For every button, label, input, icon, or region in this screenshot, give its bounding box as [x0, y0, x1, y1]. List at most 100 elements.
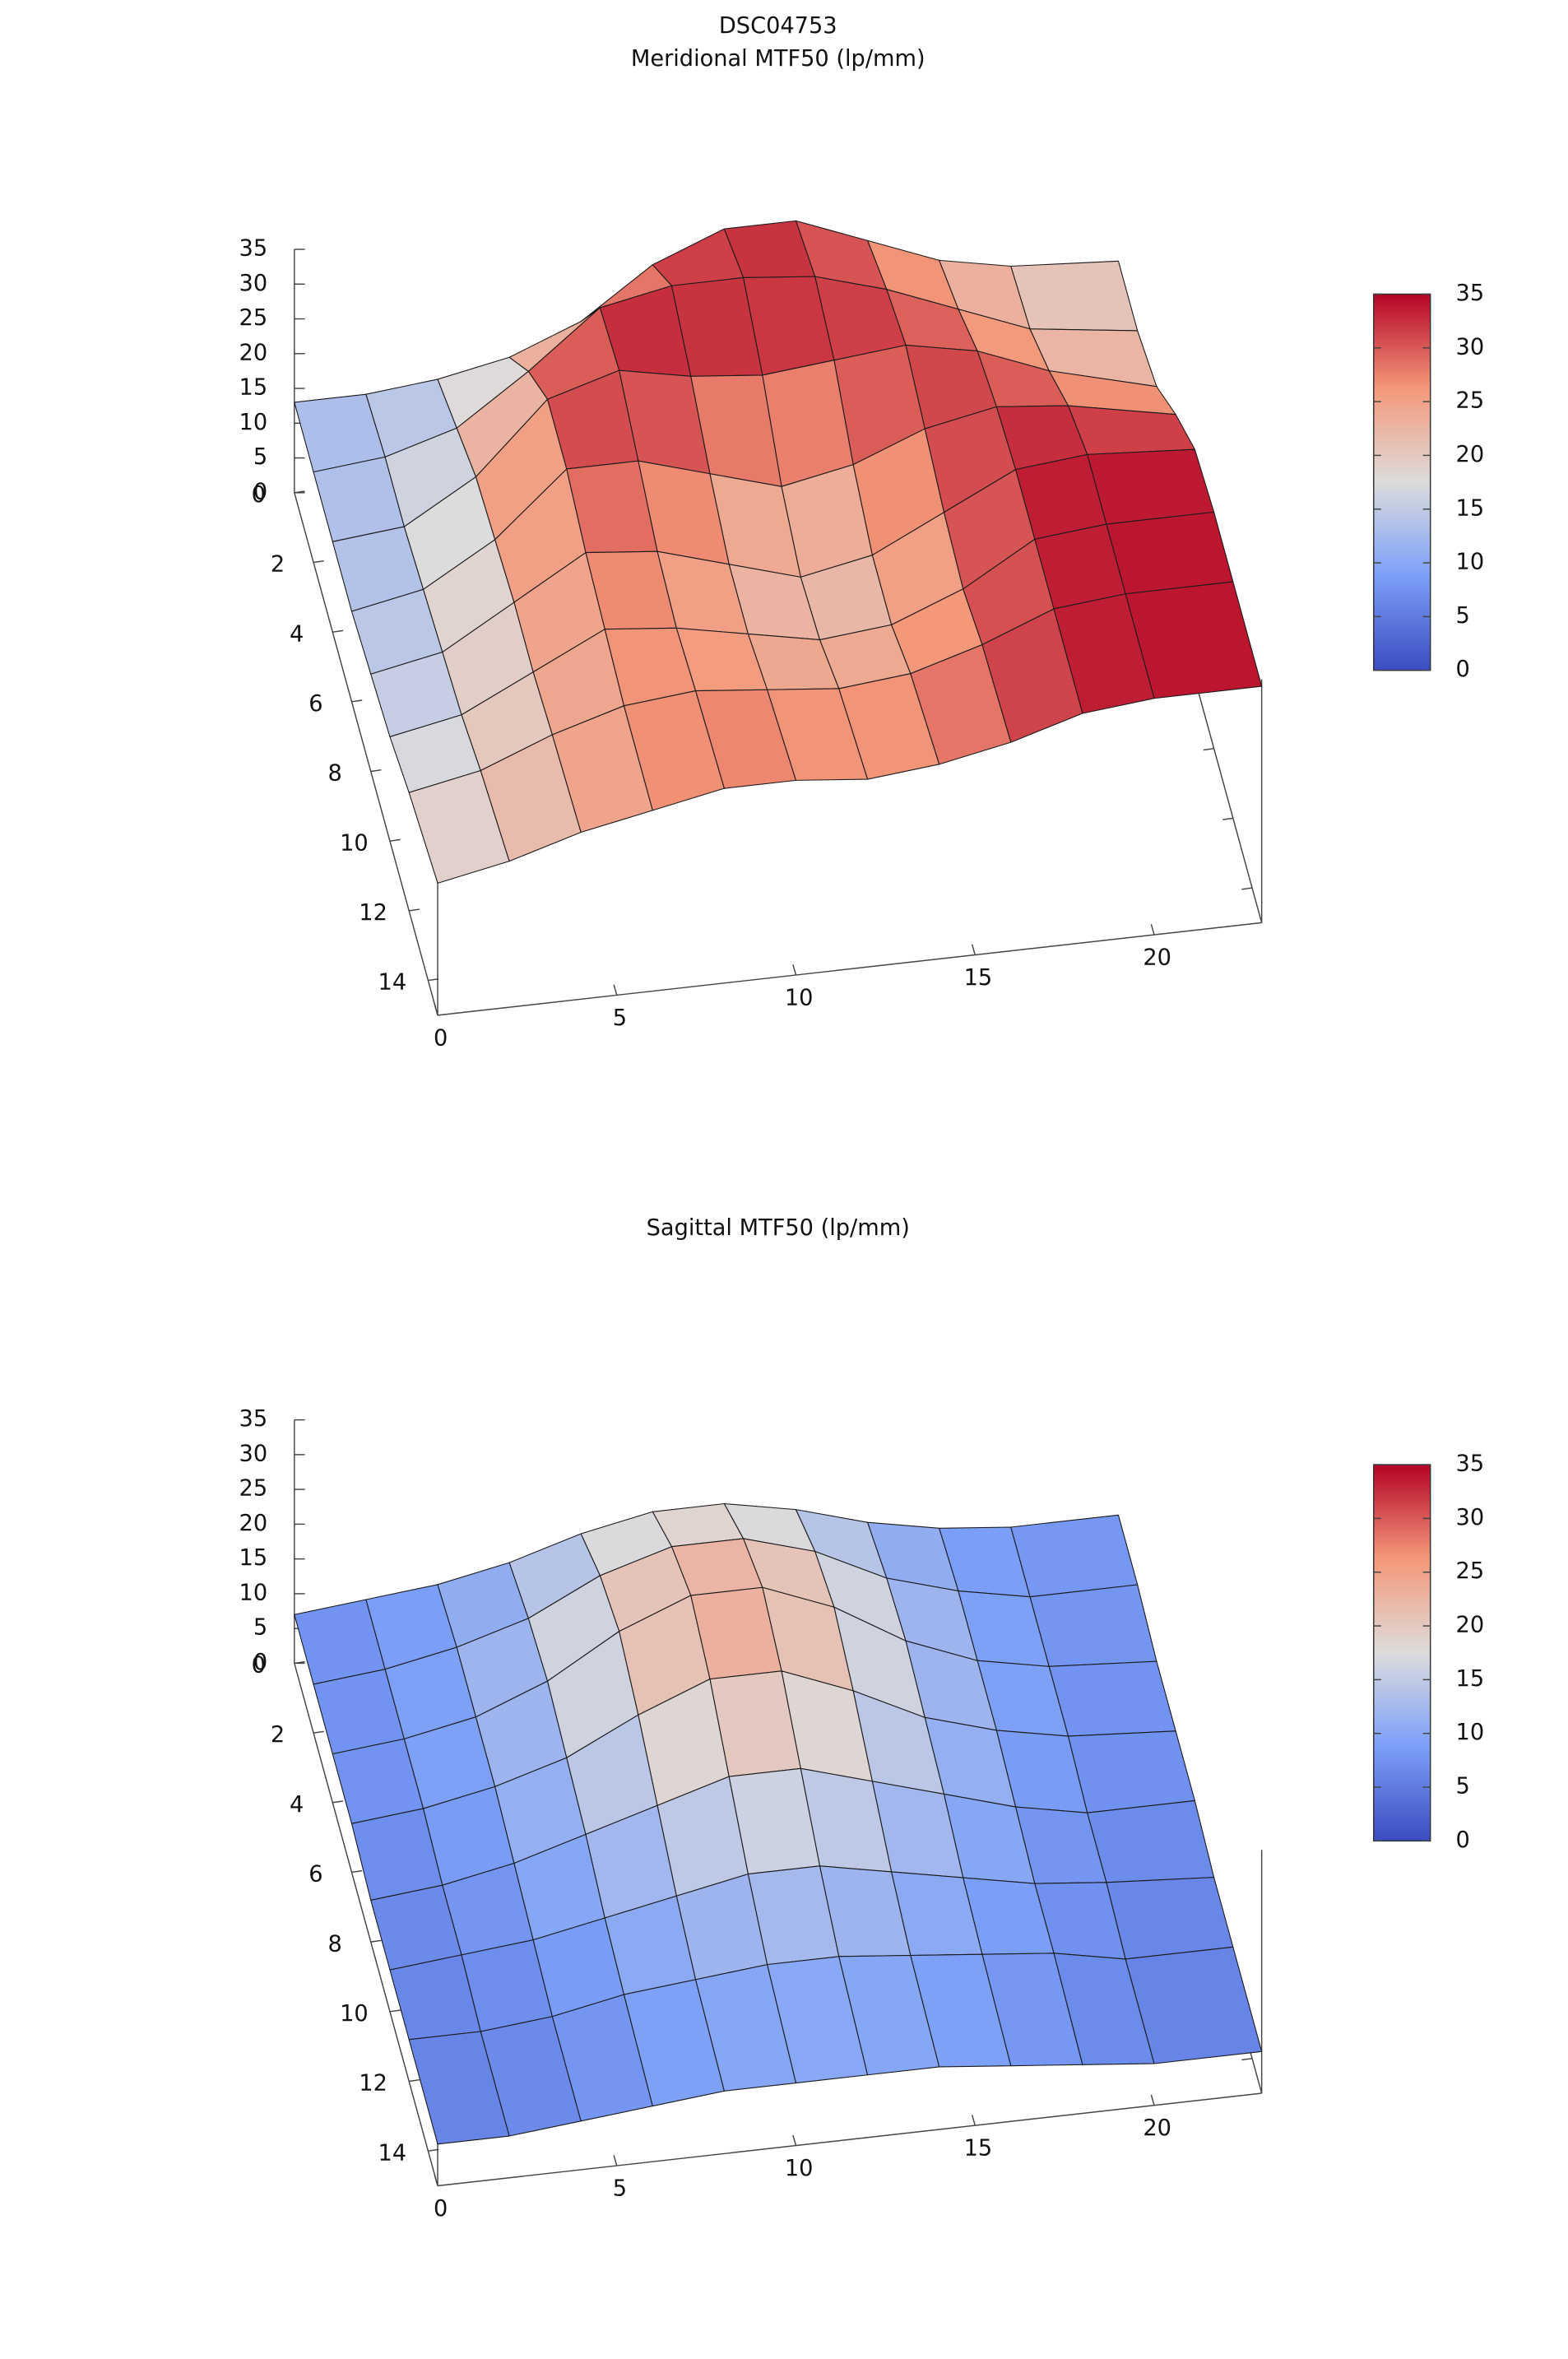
y-tick-right — [1241, 2057, 1253, 2061]
colorbar-label: 30 — [1456, 1505, 1485, 1530]
y-tick — [294, 1660, 305, 1665]
y-tick — [389, 2009, 401, 2013]
colorbar-label: 0 — [1456, 1827, 1470, 1853]
surface-cell — [1010, 1514, 1139, 1598]
z-tick-label: 35 — [239, 236, 268, 262]
y-tick — [294, 490, 305, 494]
x-tick — [971, 2115, 976, 2126]
y-tick-label: 0 — [252, 482, 266, 508]
y-tick-label: 6 — [308, 1862, 322, 1888]
colorbar-label: 35 — [1456, 1451, 1485, 1477]
z-tick-label: 15 — [239, 375, 268, 401]
surface-cell — [1125, 581, 1263, 699]
colorbar-label: 5 — [1456, 1774, 1470, 1799]
y-tick — [409, 2078, 420, 2083]
surface-cell — [1125, 1946, 1263, 2064]
x-tick — [613, 984, 618, 996]
x-tick — [434, 1004, 438, 1016]
y-tick-label: 8 — [328, 761, 342, 787]
colorbar-label: 20 — [1456, 1613, 1485, 1638]
y-tick-label: 4 — [290, 621, 304, 647]
x-tick — [971, 944, 976, 955]
x-tick-label: 5 — [613, 1005, 627, 1031]
surface-cell — [1048, 1660, 1176, 1737]
colorbar-label: 5 — [1456, 603, 1470, 629]
x-tick — [434, 2175, 438, 2186]
y-axis — [294, 492, 438, 1016]
surface-cell — [1106, 1877, 1234, 1960]
surface-cell — [1106, 511, 1234, 595]
colorbar-label: 10 — [1456, 550, 1485, 575]
z-tick-label: 30 — [239, 1441, 268, 1466]
z-tick-label: 25 — [239, 1476, 268, 1502]
x-tick-label: 5 — [613, 2176, 627, 2202]
y-tick-label: 2 — [271, 552, 285, 578]
y-tick — [332, 629, 344, 633]
surface-cell — [1087, 448, 1215, 525]
y-tick — [389, 838, 401, 842]
page-title: DSC04753 — [719, 13, 837, 39]
x-tick — [1150, 924, 1155, 936]
x-tick — [792, 964, 797, 976]
y-tick — [428, 2148, 439, 2152]
x-tick-label: 10 — [785, 2156, 814, 2181]
y-tick — [409, 908, 420, 912]
y-tick-label: 14 — [378, 2140, 407, 2166]
y-tick — [332, 1800, 344, 1804]
x-axis — [437, 922, 1262, 1016]
colorbar-label: 20 — [1456, 442, 1485, 467]
colorbar-label: 15 — [1456, 495, 1485, 521]
colorbar — [1373, 293, 1431, 671]
x-tick-label: 20 — [1143, 2115, 1171, 2141]
x-tick-label: 0 — [434, 2196, 448, 2222]
colorbar-label: 10 — [1456, 1720, 1485, 1745]
x-tick-label: 15 — [964, 2136, 993, 2162]
z-tick-label: 10 — [239, 410, 268, 435]
y-tick-label: 12 — [359, 2071, 387, 2097]
y-tick-label: 10 — [340, 2001, 369, 2027]
z-tick-label: 35 — [239, 1406, 268, 1432]
y-tick-right — [1203, 747, 1214, 751]
y-tick — [370, 769, 382, 773]
z-tick-label: 30 — [239, 271, 268, 296]
surface-cell — [1067, 405, 1195, 455]
y-axis — [294, 1663, 438, 2186]
x-tick — [613, 2155, 618, 2166]
colorbar — [1373, 1464, 1431, 1842]
colorbar-label: 25 — [1456, 1558, 1485, 1584]
y-tick-label: 12 — [359, 900, 387, 926]
z-tick-label: 25 — [239, 305, 268, 331]
y-tick-label: 0 — [252, 1653, 266, 1679]
colorbar-label: 25 — [1456, 388, 1485, 414]
y-tick — [351, 699, 363, 703]
y-tick-label: 2 — [271, 1722, 285, 1748]
y-tick-label: 14 — [378, 970, 407, 996]
z-tick-label: 10 — [239, 1580, 268, 1605]
surface-cell — [1087, 1799, 1215, 1883]
chart-title: Sagittal MTF50 (lp/mm) — [647, 1215, 910, 1241]
z-tick-label: 20 — [239, 340, 268, 365]
z-tick-label: 5 — [253, 1615, 267, 1641]
x-tick-label: 15 — [964, 965, 993, 991]
colorbar-label: 15 — [1456, 1666, 1485, 1692]
y-tick — [370, 1939, 382, 1943]
surface-cell — [1067, 1730, 1195, 1813]
y-tick-label: 10 — [340, 830, 369, 856]
colorbar-label: 0 — [1456, 657, 1470, 682]
z-tick-label: 15 — [239, 1545, 268, 1571]
surface-cell — [1029, 1584, 1157, 1667]
surface-cell — [1010, 260, 1139, 332]
y-tick-label: 4 — [290, 1792, 304, 1818]
x-tick-label: 10 — [785, 986, 814, 1011]
x-tick-label: 20 — [1143, 945, 1171, 971]
chart-title: Meridional MTF50 (lp/mm) — [631, 46, 925, 72]
x-tick-label: 0 — [434, 1025, 448, 1051]
y-tick-right — [1241, 887, 1253, 890]
colorbar-label: 30 — [1456, 334, 1485, 360]
y-tick-label: 6 — [308, 691, 322, 717]
x-tick — [1150, 2094, 1155, 2106]
z-tick-label: 0 — [253, 1650, 267, 1675]
y-tick — [351, 1869, 363, 1874]
